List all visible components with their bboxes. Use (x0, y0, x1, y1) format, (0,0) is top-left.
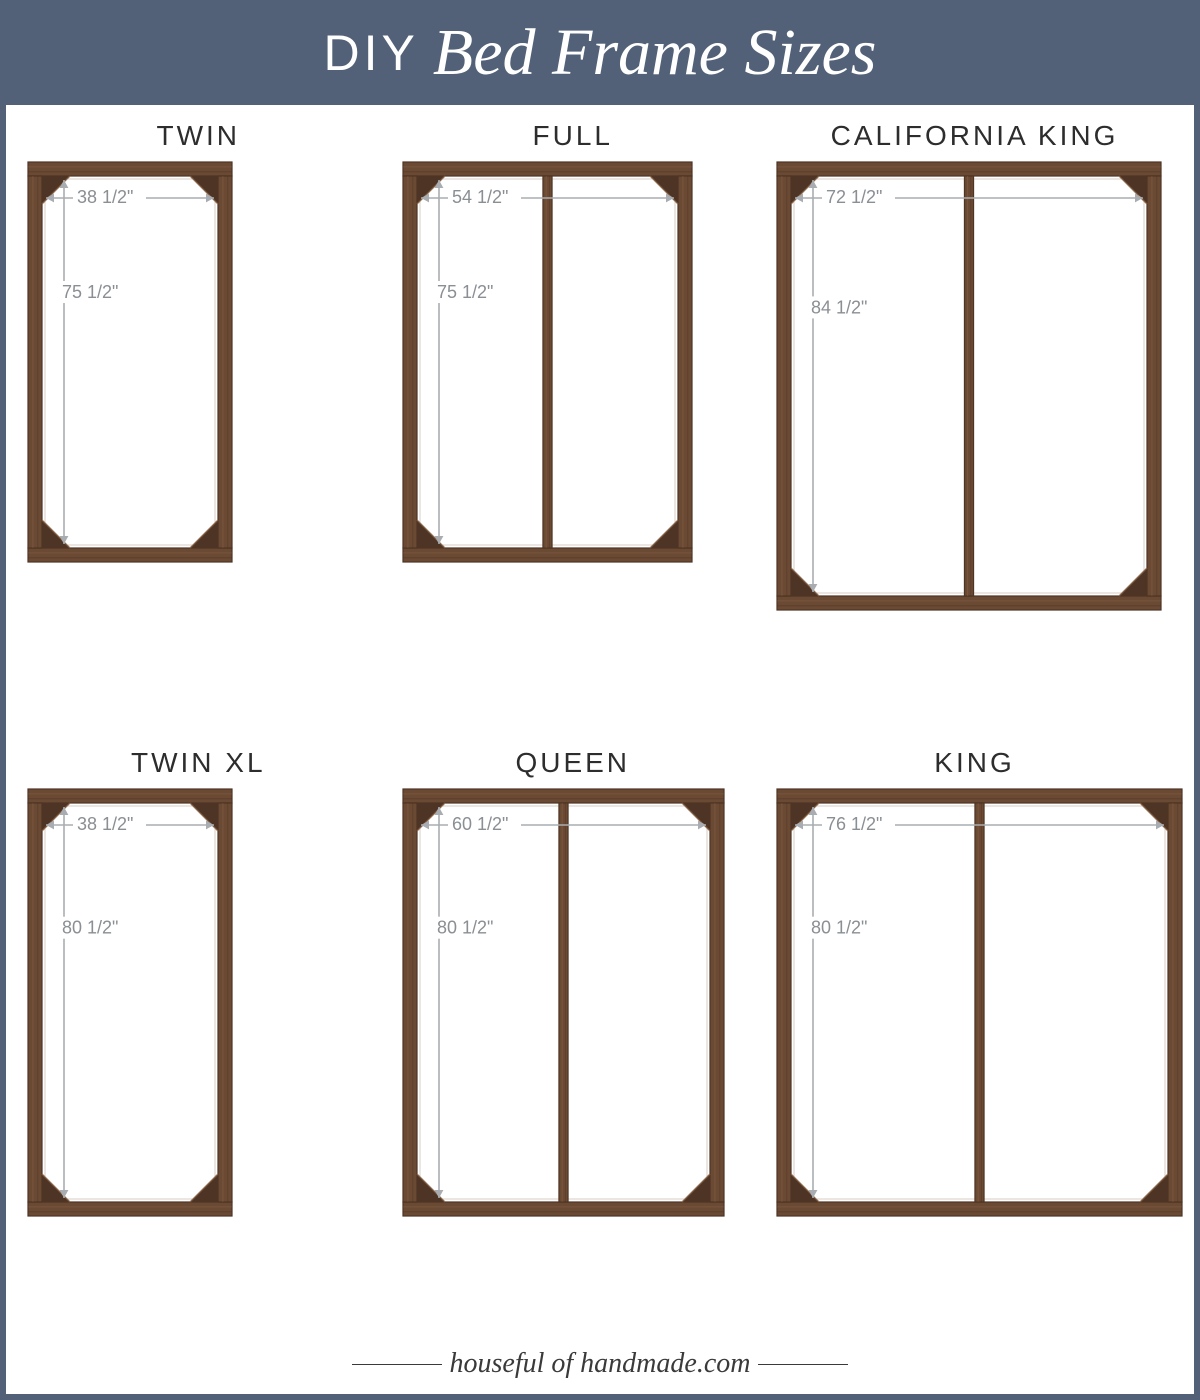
bed-frame-svg: 38 1/2" 80 1/2" (26, 787, 234, 1218)
content-wrap: TWIN (0, 105, 1200, 1400)
width-dimension-label: 76 1/2" (826, 814, 882, 834)
width-dimension-label: 54 1/2" (452, 187, 508, 207)
frame-cell-california-king: CALIFORNIA KING (765, 120, 1184, 702)
bed-frame-svg: 60 1/2" 80 1/2" (401, 787, 726, 1218)
footer-line-left (352, 1364, 442, 1365)
frame-label: QUEEN (515, 747, 630, 779)
height-dimension-label: 75 1/2" (437, 282, 493, 302)
header-text-plain: DIY (324, 24, 419, 82)
frames-grid: TWIN (6, 105, 1194, 1334)
frame-cell-queen: QUEEN (391, 747, 756, 1329)
footer-attribution: houseful of handmade.com (6, 1334, 1194, 1394)
height-dimension-label: 80 1/2" (437, 918, 493, 938)
frame-diagram-area: 76 1/2" 80 1/2" (765, 787, 1184, 1329)
height-dimension-label: 80 1/2" (62, 918, 118, 938)
height-dimension-label: 80 1/2" (811, 918, 867, 938)
frame-label: FULL (533, 120, 613, 152)
header-banner: DIY Bed Frame Sizes (0, 0, 1200, 105)
frame-diagram-area: 38 1/2" 80 1/2" (16, 787, 381, 1329)
frame-cell-twin: TWIN (16, 120, 381, 702)
frame-cell-full: FULL (391, 120, 756, 702)
frame-diagram-area: 72 1/2" 84 1/2" (765, 160, 1184, 702)
bed-frame-svg: 38 1/2" 75 1/2" (26, 160, 234, 564)
frame-cell-king: KING (765, 747, 1184, 1329)
bed-frame-svg: 76 1/2" 80 1/2" (775, 787, 1184, 1218)
bed-frame-svg: 54 1/2" 75 1/2" (401, 160, 694, 564)
frame-label: TWIN XL (131, 747, 266, 779)
frame-label: KING (934, 747, 1014, 779)
frame-cell-twin-xl: TWIN XL (16, 747, 381, 1329)
height-dimension-label: 84 1/2" (811, 297, 867, 317)
frame-label: TWIN (156, 120, 240, 152)
height-dimension-label: 75 1/2" (62, 282, 118, 302)
bed-frame-svg: 72 1/2" 84 1/2" (775, 160, 1163, 612)
frame-diagram-area: 60 1/2" 80 1/2" (391, 787, 756, 1329)
frame-diagram-area: 38 1/2" 75 1/2" (16, 160, 381, 702)
width-dimension-label: 60 1/2" (452, 814, 508, 834)
frame-diagram-area: 54 1/2" 75 1/2" (391, 160, 756, 702)
footer-text: houseful of handmade.com (450, 1348, 751, 1380)
width-dimension-label: 38 1/2" (77, 187, 133, 207)
width-dimension-label: 72 1/2" (826, 187, 882, 207)
header-text-script: Bed Frame Sizes (433, 15, 877, 91)
frame-label: CALIFORNIA KING (831, 120, 1119, 152)
footer-line-right (758, 1364, 848, 1365)
width-dimension-label: 38 1/2" (77, 814, 133, 834)
